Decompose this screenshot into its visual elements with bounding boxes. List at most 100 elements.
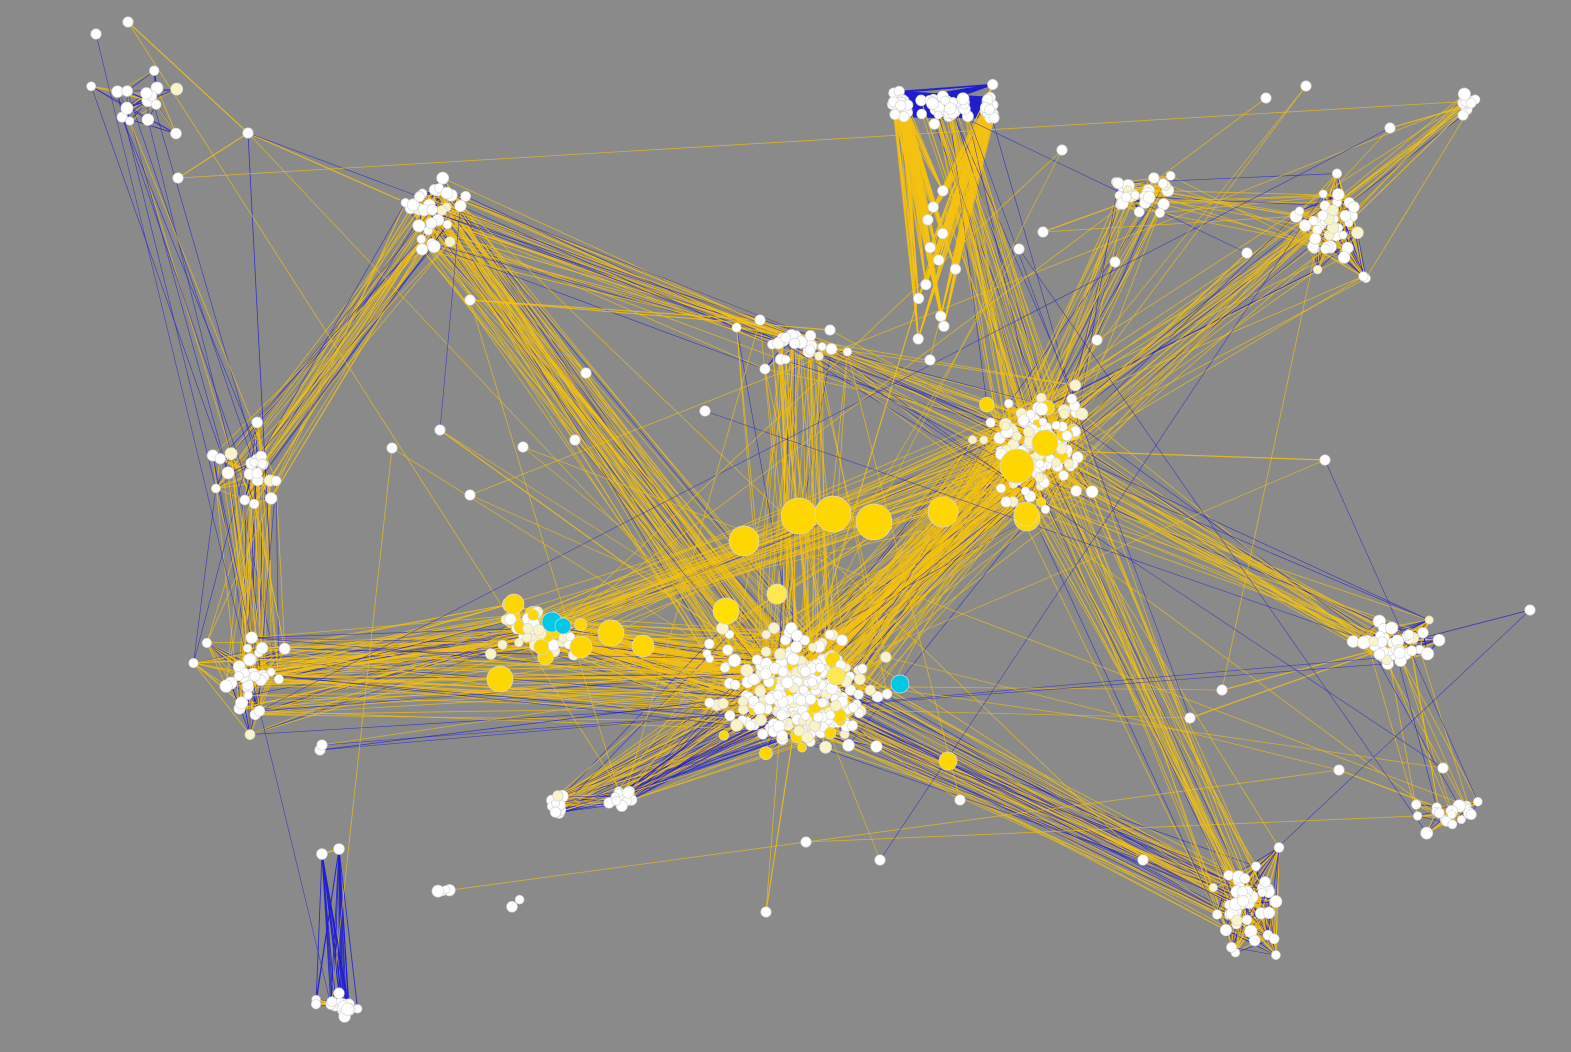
graph-node[interactable] — [1011, 431, 1022, 442]
graph-node[interactable] — [170, 127, 182, 140]
graph-node[interactable] — [333, 987, 345, 999]
graph-node[interactable] — [569, 635, 593, 659]
graph-node[interactable] — [1384, 122, 1396, 134]
graph-node[interactable] — [781, 354, 791, 365]
graph-node[interactable] — [772, 337, 785, 350]
graph-node[interactable] — [1312, 264, 1323, 275]
graph-node[interactable] — [249, 670, 261, 682]
graph-node[interactable] — [316, 739, 328, 751]
graph-node[interactable] — [912, 333, 924, 345]
graph-node[interactable] — [316, 848, 328, 860]
graph-node[interactable] — [800, 731, 814, 744]
graph-node[interactable] — [954, 794, 966, 806]
graph-node[interactable] — [1226, 941, 1237, 953]
graph-node[interactable] — [251, 416, 263, 429]
graph-node[interactable] — [924, 242, 936, 254]
graph-node[interactable] — [1269, 895, 1283, 908]
graph-node[interactable] — [239, 494, 250, 506]
graph-node[interactable] — [940, 95, 950, 106]
graph-node[interactable] — [789, 337, 801, 350]
graph-node[interactable] — [757, 728, 769, 740]
graph-node[interactable] — [800, 836, 812, 848]
graph-node[interactable] — [425, 217, 438, 230]
graph-node[interactable] — [1056, 144, 1068, 156]
graph-node[interactable] — [122, 16, 134, 28]
graph-node[interactable] — [728, 653, 742, 668]
graph-node[interactable] — [444, 236, 456, 248]
graph-node[interactable] — [514, 894, 525, 905]
graph-node[interactable] — [253, 705, 266, 717]
graph-node[interactable] — [188, 658, 199, 669]
graph-node[interactable] — [1393, 646, 1406, 660]
graph-node[interactable] — [1424, 615, 1434, 625]
graph-node[interactable] — [1022, 426, 1035, 438]
graph-node[interactable] — [1120, 191, 1132, 203]
graph-node[interactable] — [1417, 627, 1429, 639]
graph-node[interactable] — [1069, 379, 1082, 392]
graph-node[interactable] — [1058, 470, 1069, 481]
graph-node[interactable] — [211, 483, 221, 494]
graph-node[interactable] — [243, 653, 256, 666]
graph-node[interactable] — [1308, 215, 1319, 226]
graph-node[interactable] — [1248, 934, 1261, 947]
graph-node[interactable] — [814, 351, 824, 361]
graph-node[interactable] — [924, 354, 936, 366]
graph-node[interactable] — [527, 609, 539, 621]
graph-node[interactable] — [440, 186, 454, 200]
graph-node[interactable] — [759, 746, 773, 761]
graph-node[interactable] — [622, 786, 634, 799]
graph-node[interactable] — [151, 99, 162, 110]
graph-node[interactable] — [1051, 420, 1061, 431]
graph-node[interactable] — [754, 713, 767, 726]
graph-node[interactable] — [1333, 764, 1345, 776]
graph-node[interactable] — [1063, 458, 1074, 469]
graph-node[interactable] — [719, 662, 730, 673]
graph-node[interactable] — [1373, 648, 1386, 661]
graph-node[interactable] — [760, 906, 772, 918]
graph-node[interactable] — [1241, 247, 1253, 259]
graph-node[interactable] — [1420, 826, 1434, 840]
graph-node[interactable] — [780, 497, 818, 535]
graph-node[interactable] — [406, 198, 420, 212]
graph-node[interactable] — [90, 28, 102, 40]
graph-node[interactable] — [514, 637, 524, 648]
graph-node[interactable] — [800, 711, 811, 721]
graph-node[interactable] — [414, 191, 425, 203]
graph-node[interactable] — [776, 709, 788, 721]
graph-node[interactable] — [549, 806, 562, 818]
graph-node[interactable] — [933, 110, 943, 120]
graph-node[interactable] — [436, 205, 448, 216]
graph-node[interactable] — [249, 458, 259, 467]
graph-node[interactable] — [1351, 226, 1364, 239]
graph-node[interactable] — [1237, 886, 1248, 897]
graph-node[interactable] — [1091, 334, 1103, 346]
graph-node[interactable] — [1433, 807, 1445, 819]
graph-node[interactable] — [1241, 914, 1253, 926]
graph-node[interactable] — [1051, 457, 1061, 468]
graph-node[interactable] — [170, 82, 184, 96]
graph-node[interactable] — [874, 854, 886, 866]
graph-node[interactable] — [979, 435, 989, 445]
graph-node[interactable] — [984, 104, 995, 116]
graph-node[interactable] — [842, 739, 855, 752]
graph-node[interactable] — [532, 624, 545, 636]
graph-node[interactable] — [1036, 497, 1047, 508]
graph-node[interactable] — [987, 78, 999, 91]
graph-node[interactable] — [221, 466, 235, 480]
graph-node[interactable] — [233, 671, 244, 682]
graph-node[interactable] — [880, 651, 892, 663]
graph-node[interactable] — [1219, 924, 1233, 937]
graph-node[interactable] — [824, 629, 835, 640]
graph-node[interactable] — [552, 790, 564, 802]
graph-node[interactable] — [881, 688, 893, 700]
graph-node[interactable] — [412, 219, 426, 233]
graph-node[interactable] — [780, 332, 792, 344]
graph-node[interactable] — [574, 618, 588, 632]
graph-node[interactable] — [1300, 80, 1312, 92]
graph-node[interactable] — [121, 85, 133, 97]
graph-node[interactable] — [857, 663, 868, 674]
graph-node[interactable] — [819, 740, 832, 754]
graph-node[interactable] — [1327, 204, 1339, 217]
graph-node[interactable] — [985, 417, 996, 428]
graph-node[interactable] — [1298, 219, 1312, 232]
